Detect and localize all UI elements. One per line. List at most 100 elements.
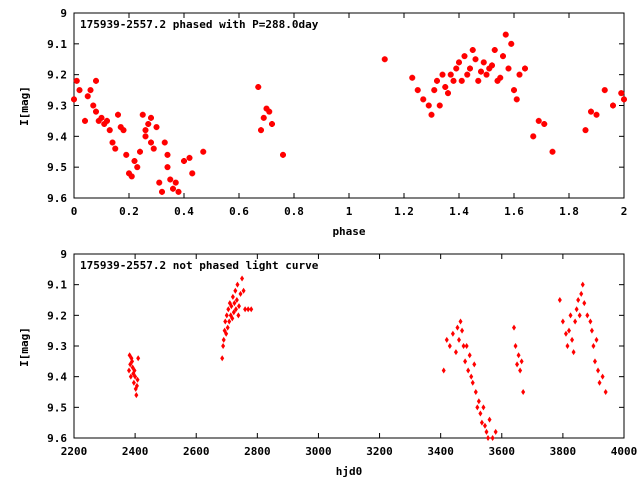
data-point (453, 65, 460, 72)
data-point (255, 84, 262, 90)
data-point (231, 309, 236, 316)
data-point (480, 59, 487, 66)
data-point (489, 62, 495, 69)
data-point (497, 74, 504, 81)
data-point (502, 31, 509, 38)
x-tick-label: 2400 (122, 445, 149, 458)
data-point (567, 327, 571, 334)
data-point (464, 71, 471, 78)
data-point (230, 293, 235, 300)
x-axis-label: hjd0 (336, 465, 363, 478)
data-point (441, 367, 446, 374)
data-point (128, 373, 133, 380)
data-point (513, 96, 520, 103)
x-tick-label: 0.4 (174, 205, 194, 218)
data-point (148, 139, 154, 146)
data-point (425, 102, 432, 109)
data-point (127, 367, 131, 374)
data-point (479, 419, 484, 426)
y-tick-label: 9.6 (47, 432, 67, 445)
data-point (181, 158, 187, 164)
data-point (161, 139, 168, 146)
data-point (444, 336, 449, 343)
data-point (428, 111, 435, 118)
data-point (136, 355, 141, 362)
x-tick-label: 1 (346, 205, 353, 218)
data-point (508, 40, 515, 47)
data-point (472, 56, 479, 63)
data-point (467, 352, 472, 359)
data-point (469, 47, 476, 53)
data-point (164, 164, 171, 171)
data-point (579, 290, 584, 297)
data-point (601, 87, 608, 94)
data-point (535, 117, 542, 124)
data-point (106, 127, 113, 134)
data-point (381, 56, 388, 63)
x-tick-label: 0.6 (229, 205, 249, 218)
data-point (123, 151, 130, 158)
data-point (573, 318, 578, 325)
data-point (236, 312, 241, 319)
data-point (516, 352, 521, 359)
data-point (589, 327, 594, 334)
data-point (115, 111, 121, 118)
data-point (414, 87, 421, 94)
data-point (456, 59, 462, 66)
data-point (87, 87, 94, 94)
data-point (241, 287, 246, 294)
data-point (447, 343, 452, 349)
data-point (159, 188, 165, 195)
y-tick-label: 9.5 (47, 401, 67, 414)
data-point (582, 127, 589, 134)
data-point (131, 379, 136, 386)
data-point (466, 367, 471, 374)
data-point (134, 382, 139, 389)
data-point (511, 87, 517, 94)
data-point (596, 367, 601, 374)
data-point (461, 343, 466, 349)
data-point (530, 133, 537, 140)
data-point (473, 389, 478, 395)
data-point (148, 114, 154, 121)
data-point (120, 127, 127, 134)
data-point (128, 173, 135, 180)
data-point (505, 65, 512, 72)
data-point (467, 65, 473, 72)
data-point (522, 65, 528, 72)
data-point (450, 77, 457, 84)
x-tick-label: 1.6 (504, 205, 524, 218)
data-point (280, 151, 286, 158)
x-tick-label: 0.2 (119, 205, 139, 218)
data-point (101, 121, 108, 127)
data-point (243, 306, 248, 313)
data-point (420, 96, 427, 103)
data-point (519, 358, 524, 365)
data-point (260, 114, 267, 121)
data-point (249, 306, 254, 313)
data-point (238, 290, 243, 297)
data-point (235, 281, 240, 288)
data-point (486, 65, 493, 72)
y-axis-label: I[mag] (18, 86, 31, 126)
data-point (139, 111, 146, 118)
x-tick-label: 4000 (611, 445, 638, 458)
data-point (409, 74, 416, 81)
y-tick-label: 9 (60, 7, 67, 20)
x-tick-label: 2200 (61, 445, 88, 458)
data-point (76, 87, 83, 94)
data-point (431, 87, 438, 94)
data-point (483, 71, 490, 78)
data-point (563, 330, 568, 337)
data-point (226, 306, 231, 313)
y-tick-label: 9.6 (47, 192, 67, 205)
data-point (580, 281, 585, 288)
data-point (475, 77, 482, 84)
data-point (593, 111, 600, 118)
data-point (156, 179, 163, 186)
data-point (457, 336, 461, 343)
data-point (240, 275, 245, 282)
data-point (574, 306, 579, 313)
x-tick-label: 0.8 (284, 205, 304, 218)
